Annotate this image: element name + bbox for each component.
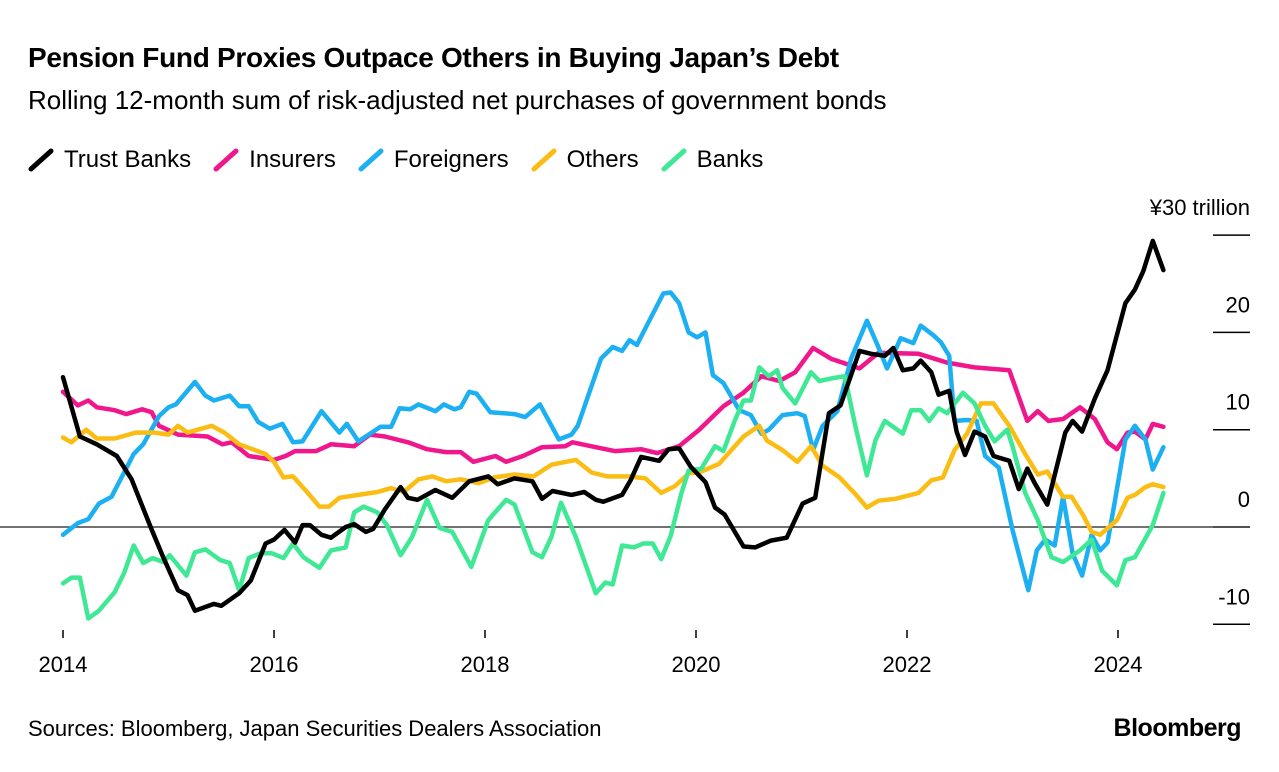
legend-swatch-icon <box>213 148 239 172</box>
legend-label: Others <box>566 146 639 173</box>
x-tick-label: 2016 <box>250 652 299 677</box>
y-tick-label: ¥30 trillion <box>1149 195 1250 220</box>
y-tick-label: -10 <box>1218 584 1250 609</box>
legend-label: Banks <box>696 146 764 173</box>
chart-subtitle: Rolling 12-month sum of risk-adjusted ne… <box>28 85 887 115</box>
series-line-foreigners <box>60 290 1166 593</box>
legend-item-trust-banks: Trust Banks <box>28 146 191 174</box>
series-line-insurers <box>60 345 1166 465</box>
series-line-others <box>60 401 1166 538</box>
legend-label: Foreigners <box>393 146 509 173</box>
legend-swatch-icon <box>661 148 687 172</box>
x-tick-label: 2022 <box>883 652 932 677</box>
y-tick-label: 0 <box>1238 487 1250 512</box>
source-note: Sources: Bloomberg, Japan Securities Dea… <box>28 716 602 741</box>
legend-label: Insurers <box>249 146 336 173</box>
x-tick-label: 2024 <box>1094 652 1143 677</box>
y-tick-label: 10 <box>1226 390 1250 415</box>
series-line-trust-banks <box>60 238 1166 613</box>
legend: Trust Banks Insurers Foreigners Others B… <box>28 146 763 174</box>
y-tick-label: 20 <box>1226 292 1250 317</box>
series-line-banks <box>60 365 1166 621</box>
chart-title: Pension Fund Proxies Outpace Others in B… <box>28 42 839 73</box>
legend-swatch-icon <box>28 148 54 172</box>
legend-item-insurers: Insurers <box>213 146 336 174</box>
x-tick-label: 2020 <box>672 652 721 677</box>
x-tick-label: 2014 <box>39 652 88 677</box>
x-tick-label: 2018 <box>461 652 510 677</box>
legend-label: Trust Banks <box>64 146 192 173</box>
bloomberg-logo: Bloomberg <box>1113 714 1242 742</box>
legend-item-others: Others <box>531 146 639 174</box>
legend-item-banks: Banks <box>661 146 764 174</box>
series-lines <box>60 238 1166 621</box>
legend-swatch-icon <box>358 148 384 172</box>
legend-swatch-icon <box>531 148 557 172</box>
legend-item-foreigners: Foreigners <box>358 146 509 174</box>
x-axis: 2014 2016 2018 2020 2022 2024 <box>39 630 1143 677</box>
